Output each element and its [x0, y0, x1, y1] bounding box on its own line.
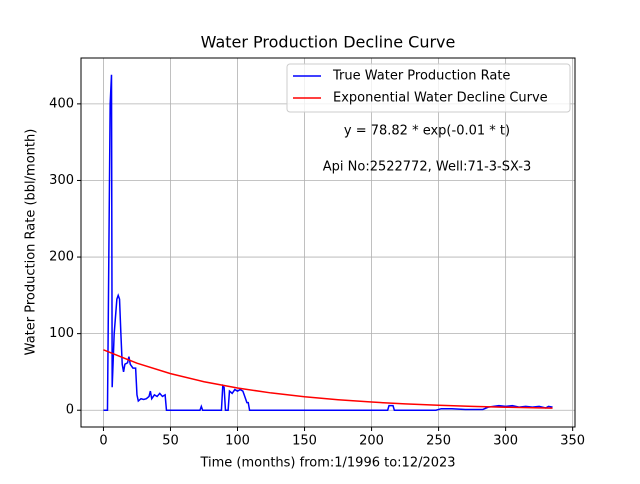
legend-box [286, 63, 571, 113]
annotation: Api No:2522772, Well:71-3-SX-3 [323, 160, 531, 175]
y-axis-label: Water Production Rate (bbl/month) [24, 129, 39, 356]
y-tick-label: 300 [49, 173, 74, 188]
legend-label: True Water Production Rate [332, 69, 510, 84]
x-tick-label: 0 [99, 434, 107, 449]
y-tick-label: 0 [66, 403, 74, 418]
x-tick-label: 50 [162, 434, 179, 449]
x-tick-label: 150 [292, 434, 317, 449]
x-tick-label: 250 [426, 434, 451, 449]
data-line [103, 349, 553, 409]
y-tick-label: 200 [49, 250, 74, 265]
legend: True Water Production Rate Exponential Wa… [286, 63, 571, 113]
x-tick-label: 300 [493, 434, 518, 449]
x-tick-label: 200 [359, 434, 384, 449]
plot-lines [103, 74, 553, 411]
legend-label: Exponential Water Decline Curve [333, 91, 548, 106]
grid [81, 58, 575, 427]
chart-title: Water Production Decline Curve [201, 33, 456, 52]
x-tick-label: 350 [560, 434, 585, 449]
y-tick-label: 400 [49, 96, 74, 111]
x-axis-label: Time (months) from:1/1996 to:12/2023 [199, 456, 455, 471]
plot-frame [80, 57, 576, 428]
x-tick-label: 100 [225, 434, 250, 449]
data-line [103, 74, 553, 411]
y-tick-label: 100 [49, 326, 74, 341]
annotation: y = 78.82 * exp(-0.01 * t) [344, 124, 510, 139]
